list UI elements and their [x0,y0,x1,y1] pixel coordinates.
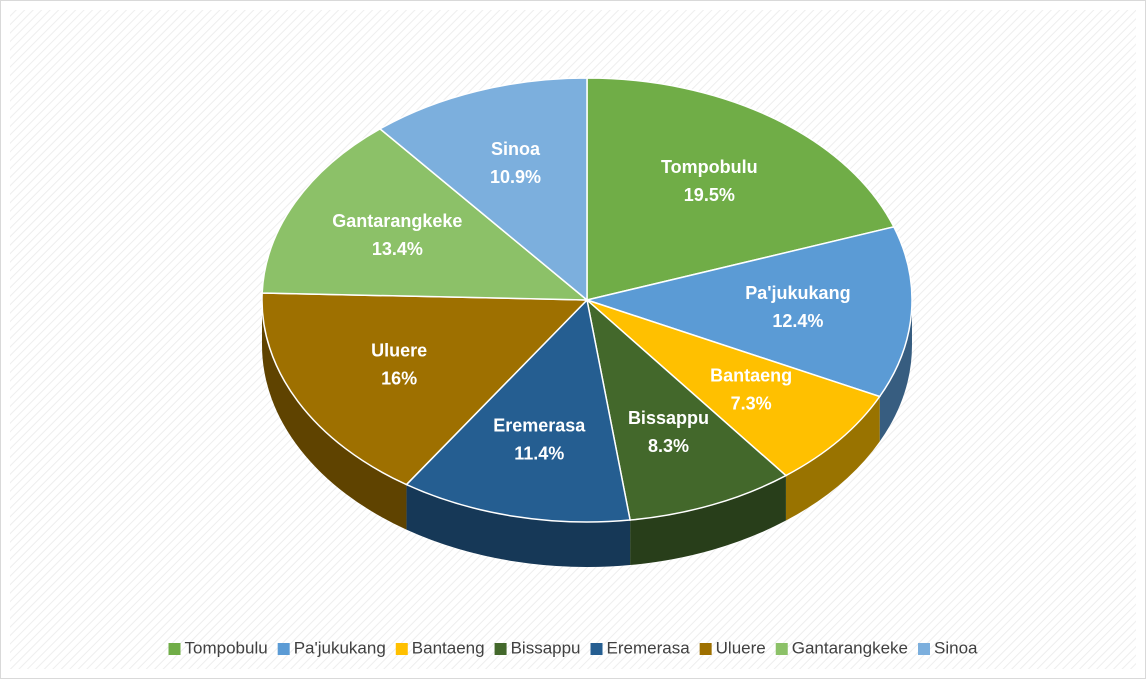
slice-label: Sinoa [491,139,541,159]
legend-label: Pa'jukukang [294,638,386,657]
slice-label: Bissappu [628,408,709,428]
slice [378,77,588,302]
slice-value-label: 13.4% [372,239,423,259]
slice [584,226,913,398]
slice-side [630,475,786,566]
slice-label: Eremerasa [493,415,586,435]
legend-swatch [494,643,507,655]
legend-label: Bissappu [511,638,581,657]
slice [405,298,631,523]
slice-label: Gantarangkeke [332,211,462,231]
slice-value-label: 11.4% [514,443,564,463]
slice [585,297,788,521]
legend: Tompobulu Pa'jukukang Bantaeng Bissappu Erem… [168,638,978,657]
slice-label: Bantaeng [710,366,792,386]
legend-label: Eremerasa [607,638,691,657]
slice-value-label: 16% [381,369,417,389]
slice [586,299,881,477]
legend-swatch [277,643,290,655]
slice [261,127,590,301]
legend-swatch [775,643,788,655]
slice-side [262,300,407,530]
slice-side [785,396,880,521]
legend-label: Bantaeng [412,638,485,657]
slice-label: Uluere [371,341,427,361]
slice-value-label: 12.4% [772,311,823,331]
legend-label: Sinoa [934,638,978,657]
legend-swatch [590,643,603,655]
legend-swatch [168,643,181,655]
slice-value-label: 10.9% [490,167,541,187]
legend-swatch [918,643,930,655]
slice-label: Pa'jukukang [745,283,850,303]
legend-label: Gantarangkeke [792,638,908,657]
legend-label: Tompobulu [185,638,268,657]
slice-value-label: 19.5% [684,185,735,205]
slice [261,292,589,486]
legend-swatch [699,643,712,655]
slice-label: Tompobulu [661,157,758,177]
slice-value-label: 8.3% [648,436,689,456]
legend-label: Uluere [716,638,766,657]
slice-value-label: 7.3% [731,394,772,414]
legend-swatch [395,643,408,655]
